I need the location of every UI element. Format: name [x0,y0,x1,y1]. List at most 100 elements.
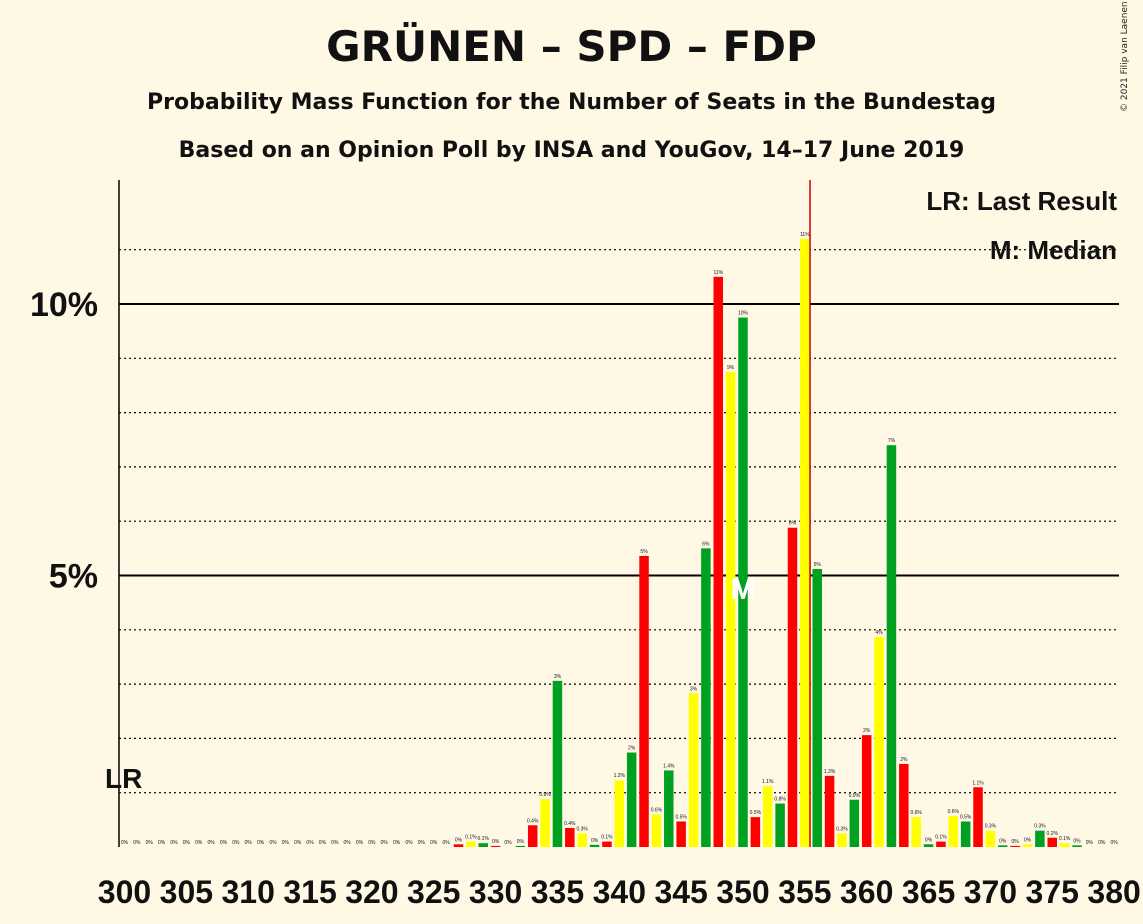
bar-label-seat-353: 0.8% [774,797,786,803]
bar-label-seat-368: 0.5% [960,814,972,820]
bar-seat-334 [540,799,550,847]
bar-label-seat-309: 0% [232,840,240,846]
bar-label-seat-326: 0% [443,840,451,846]
bar-label-seat-335: 3% [554,674,562,680]
bar-seat-359 [849,799,860,847]
bar-seat-364 [911,817,921,847]
bar-label-seat-325: 0% [430,840,438,846]
chart-source-line: Based on an Opinion Poll by INSA and You… [178,138,965,163]
bar-label-seat-371: 0% [999,838,1007,844]
bar-label-seat-369: 1.1% [972,780,984,786]
bar-series [453,238,1082,848]
bar-label-seat-359: 0.9% [849,793,861,799]
bar-seat-346 [688,693,699,847]
bar-seat-376 [1059,843,1070,847]
bar-label-seat-372: 0% [1012,839,1020,845]
bar-seat-329 [478,843,488,847]
markers: LR M [105,180,811,847]
x-tick-label: 375 [1026,874,1079,910]
x-tick-label: 315 [283,874,336,910]
bar-label-seat-305: 0% [183,840,191,846]
grid-lines [119,249,1119,794]
bar-label-seat-361: 4% [875,630,883,636]
bar-seat-365 [923,844,934,847]
bar-label-seat-303: 0% [158,840,166,846]
bar-seat-355 [800,238,810,848]
bar-label-seat-313: 0% [282,840,290,846]
bar-seat-343 [651,814,662,847]
bar-seat-330 [490,845,501,847]
bar-label-seat-324: 0% [418,840,426,846]
bar-label-seat-355: 11% [800,232,810,238]
bar-label-seat-364: 0.6% [910,810,922,816]
bar-label-seat-367: 0.6% [948,809,960,815]
median-marker: M [731,573,756,606]
bar-label-seat-330: 0% [492,839,500,845]
last-result-marker: LR [105,763,142,794]
bar-label-seat-310: 0% [245,840,253,846]
bar-seat-374 [1035,830,1045,847]
bar-label-seat-363: 2% [900,757,908,763]
bar-label-seat-327: 0% [455,837,463,843]
x-tick-label: 300 [98,874,151,910]
bar-label-seat-374: 0.3% [1034,824,1046,830]
x-tick-label: 380 [1087,874,1140,910]
bar-label-seat-301: 0% [133,840,141,846]
bar-label-seat-300: 0% [121,840,129,846]
bar-seat-332 [515,845,526,847]
bar-label-seat-366: 0.1% [935,835,947,841]
bar-seat-341 [626,752,637,847]
bar-seat-362 [886,445,897,847]
bar-value-labels: 0% 0% 0% 0% 0% 0% 0% 0% 0% 0% 0% 0% 0% 0% 0% 0% 0% 0% 0% 0%… [121,232,1118,846]
bar-label-seat-339: 0.1% [601,835,613,841]
x-tick-label: 310 [222,874,275,910]
bar-seat-366 [936,841,946,847]
bar-seat-356 [812,568,822,847]
bar-label-seat-333: 0.4% [527,818,539,824]
bar-seat-361 [874,636,884,847]
bar-seat-336 [565,827,575,847]
bar-label-seat-321: 0% [381,840,389,846]
bar-seat-360 [861,735,872,847]
bar-seat-339 [602,841,612,847]
bar-label-seat-315: 0% [306,840,314,846]
legend-last-result: LR: Last Result [926,186,1117,216]
bar-label-seat-349: 9% [727,365,735,371]
chart-subtitle: Probability Mass Function for the Number… [147,90,996,115]
chart-title: GRÜNEN – SPD – FDP [326,22,817,71]
x-tick-label: 330 [469,874,522,910]
bar-seat-328 [466,841,476,847]
bar-seat-333 [527,825,538,847]
bar-seat-372 [1010,845,1020,847]
bar-seat-368 [960,821,971,847]
x-tick-label: 335 [531,874,584,910]
bar-label-seat-357: 1.3% [824,769,836,775]
bar-seat-357 [824,775,835,847]
bar-label-seat-351: 0.5% [750,810,762,816]
bar-label-seat-356: 5% [814,562,822,568]
bar-seat-349 [725,371,736,847]
bar-seat-351 [750,817,761,847]
bar-seat-358 [837,833,847,847]
bar-label-seat-373: 0% [1024,837,1032,843]
bar-seat-342 [639,555,649,847]
x-tick-label: 355 [778,874,831,910]
bar-seat-367 [948,816,959,847]
x-tick-label: 370 [964,874,1017,910]
bar-label-seat-346: 3% [690,686,698,692]
bar-label-seat-311: 0% [257,840,265,846]
bar-seat-354 [787,527,798,847]
bar-seat-347 [701,548,711,847]
bar-seat-337 [577,833,587,847]
bar-label-seat-350: 10% [738,311,749,317]
bar-seat-344 [664,770,674,847]
bar-seat-338 [589,844,600,847]
bar-label-seat-354: 6% [789,521,797,527]
bar-label-seat-377: 0% [1073,838,1081,844]
y-tick-labels: 5% 10% [30,286,98,596]
bar-label-seat-348: 11% [713,270,723,276]
bar-label-seat-378: 0% [1086,840,1094,846]
bar-label-seat-337: 0.3% [576,826,588,832]
bar-label-seat-362: 7% [888,438,896,444]
